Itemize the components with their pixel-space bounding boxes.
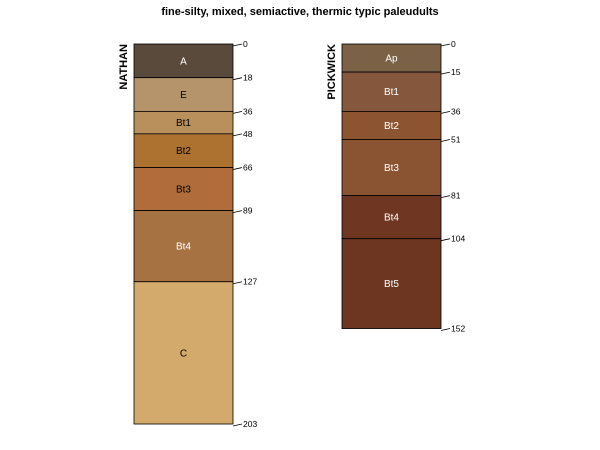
pickwick-horizon-bt5 bbox=[341, 238, 442, 329]
pickwick-depth-tick bbox=[440, 195, 451, 199]
pickwick-depth-tick bbox=[440, 139, 451, 142]
pickwick-horizon-bt2 bbox=[341, 110, 442, 140]
pickwick-horizon-bt1 bbox=[341, 71, 442, 112]
pickwick-horizon-label-ap: Ap bbox=[385, 54, 398, 65]
nathan-horizon-c bbox=[133, 281, 234, 425]
nathan-depth-label: 66 bbox=[243, 163, 253, 173]
nathan-depth-tick bbox=[232, 167, 243, 170]
pickwick-horizon-label-bt5: Bt5 bbox=[384, 279, 399, 290]
nathan-horizon-label-bt3: Bt3 bbox=[176, 185, 191, 196]
nathan-depth-label: 36 bbox=[243, 106, 253, 116]
pickwick-horizon-bt4 bbox=[341, 195, 442, 240]
nathan-depth-label: 89 bbox=[243, 206, 253, 216]
nathan-depth-label: 18 bbox=[243, 73, 253, 83]
nathan-depth-tick bbox=[232, 423, 243, 427]
nathan-depth-tick bbox=[232, 77, 243, 81]
nathan-depth-label: 0 bbox=[243, 39, 248, 49]
pickwick-depth-tick bbox=[440, 238, 451, 242]
pickwick-depth-label: 51 bbox=[451, 134, 461, 144]
nathan-depth-label: 203 bbox=[243, 419, 257, 429]
pickwick-horizon-label-bt4: Bt4 bbox=[384, 213, 399, 224]
pickwick-horizon-label-bt3: Bt3 bbox=[384, 163, 399, 174]
nathan-horizon-label-e: E bbox=[180, 90, 187, 101]
profile-nathan: A E Bt1 Bt2 Bt3 Bt4 C 0 18 36 48 66 89 127 203 NATHAN bbox=[118, 39, 257, 429]
nathan-horizon-label-c: C bbox=[180, 348, 187, 359]
nathan-horizon-a bbox=[133, 43, 234, 79]
pickwick-depth-label: 104 bbox=[451, 234, 465, 244]
nathan-depth-label: 48 bbox=[243, 129, 253, 139]
nathan-depth-label: 127 bbox=[243, 277, 257, 287]
nathan-depth-tick bbox=[232, 210, 243, 213]
pickwick-depth-label: 0 bbox=[451, 39, 456, 49]
nathan-horizon-label-bt1: Bt1 bbox=[176, 118, 191, 129]
pickwick-depth-label: 81 bbox=[451, 191, 461, 201]
pickwick-depth-tick bbox=[440, 71, 451, 75]
profile-name-pickwick: PICKWICK bbox=[326, 44, 338, 100]
pickwick-depth-label: 15 bbox=[451, 67, 461, 77]
pickwick-depth-tick bbox=[440, 111, 451, 114]
nathan-horizon-label-a: A bbox=[180, 56, 187, 67]
pickwick-horizon-bt3 bbox=[341, 139, 442, 197]
profile-pickwick: Ap Bt1 Bt2 Bt3 Bt4 Bt5 0 15 36 51 81 104 152 PICKWICK bbox=[326, 39, 465, 334]
pickwick-depth-tick bbox=[440, 328, 451, 331]
profile-name-nathan: NATHAN bbox=[118, 44, 130, 90]
nathan-depth-tick bbox=[232, 111, 243, 114]
pickwick-horizon-label-bt1: Bt1 bbox=[384, 87, 399, 98]
nathan-horizon-label-bt4: Bt4 bbox=[176, 242, 191, 253]
pickwick-depth-label: 36 bbox=[451, 106, 461, 116]
nathan-depth-tick bbox=[232, 43, 243, 47]
pickwick-depth-label: 152 bbox=[451, 324, 465, 334]
pickwick-depth-tick bbox=[440, 43, 451, 47]
pickwick-horizon-label-bt2: Bt2 bbox=[384, 121, 399, 132]
figure-title: fine-silty, mixed, semiactive, thermic t… bbox=[161, 6, 439, 18]
nathan-horizon-label-bt2: Bt2 bbox=[176, 146, 191, 157]
nathan-depth-tick bbox=[232, 133, 243, 137]
pickwick-horizon-ap bbox=[341, 43, 442, 73]
nathan-depth-tick bbox=[232, 281, 243, 285]
